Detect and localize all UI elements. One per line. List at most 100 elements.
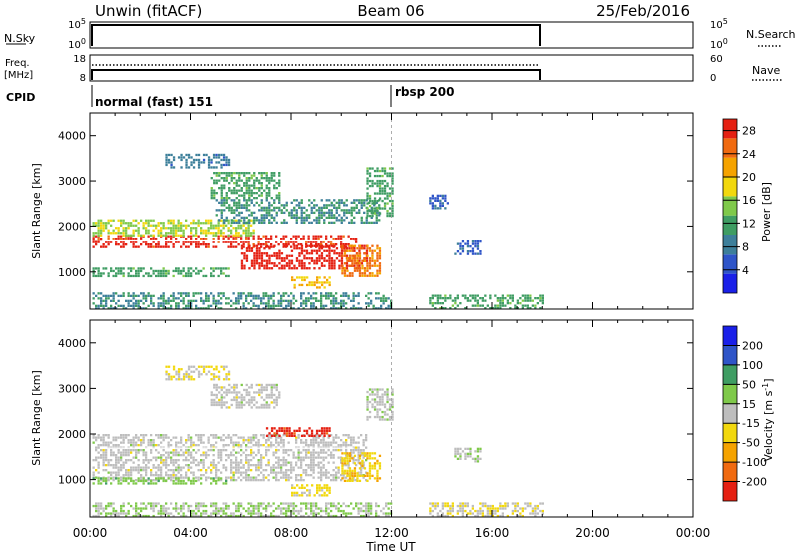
data-cell [285,502,288,505]
data-cell [120,222,123,225]
data-cell [308,427,311,430]
data-cell [381,192,384,195]
data-cell [225,156,228,159]
data-cell [205,469,208,472]
data-cell [140,479,143,483]
data-cell [117,479,120,483]
data-cell [197,514,200,518]
data-cell [212,368,216,371]
data-cell [434,197,437,200]
data-cell [464,504,467,508]
data-cell [322,441,325,444]
data-cell [362,464,365,467]
data-cell [353,257,357,260]
data-cell [459,447,462,450]
data-cell [461,504,464,508]
data-cell [357,474,360,477]
data-cell [383,184,387,188]
data-cell [365,219,368,222]
data-cell [342,502,345,505]
data-cell [345,307,348,310]
data-cell [230,189,233,192]
data-cell [260,264,264,267]
data-cell [361,464,364,467]
data-cell [105,224,108,227]
data-cell [205,232,208,235]
data-cell [539,307,542,310]
data-cell [332,502,335,505]
data-cell [227,454,230,457]
data-cell [237,444,240,447]
data-cell [347,461,350,464]
data-cell [155,243,158,246]
data-cell [342,243,345,246]
data-cell [190,307,193,310]
data-cell [471,252,475,255]
data-cell [353,199,356,202]
data-cell [92,238,95,241]
data-cell [180,224,183,227]
data-cell [117,243,120,246]
data-cell [373,259,377,262]
data-cell [340,235,343,238]
data-cell [260,192,263,195]
data-cell [471,294,474,297]
data-cell [132,238,135,241]
data-cell [353,201,356,204]
data-cell [257,294,260,297]
data-cell [352,441,355,444]
data-cell [140,299,143,302]
data-cell [202,267,205,270]
data-cell [441,307,444,310]
data-cell [327,292,330,295]
data-cell [217,512,220,515]
data-cell [270,504,273,508]
data-cell [170,304,173,307]
data-cell [317,456,320,459]
data-cell [275,396,278,399]
data-cell [434,502,437,505]
data-cell [140,444,143,447]
data-cell [232,434,235,437]
data-cell [192,474,195,477]
data-cell [222,464,225,467]
data-cell [378,254,382,257]
data-cell [441,514,444,518]
data-cell [285,474,288,477]
data-cell [213,393,216,397]
data-cell [245,471,248,474]
data-cell [217,240,220,243]
data-cell [340,216,343,219]
data-cell [187,292,190,295]
data-cell [288,264,291,267]
data-cell [243,403,246,407]
data-cell [267,439,270,442]
data-cell [195,240,198,243]
data-cell [225,224,228,227]
data-cell [230,469,233,472]
data-cell [368,184,372,188]
data-cell [220,449,223,452]
data-cell [102,222,105,225]
data-cell [238,206,241,209]
data-cell [177,471,180,474]
data-cell [205,219,208,222]
data-cell [105,444,108,447]
data-cell [160,504,163,508]
data-cell [322,436,325,439]
data-cell [243,398,246,402]
data-cell [352,449,355,452]
data-cell [366,247,369,250]
data-cell [258,172,261,175]
data-cell [175,269,178,273]
data-cell [376,474,379,477]
data-cell [102,267,105,270]
data-cell [265,434,269,437]
data-cell [277,514,280,518]
data-cell [247,238,250,241]
data-cell [200,514,203,518]
data-cell [365,436,368,439]
data-cell [337,456,340,459]
data-cell [282,294,285,297]
data-cell [127,222,130,225]
